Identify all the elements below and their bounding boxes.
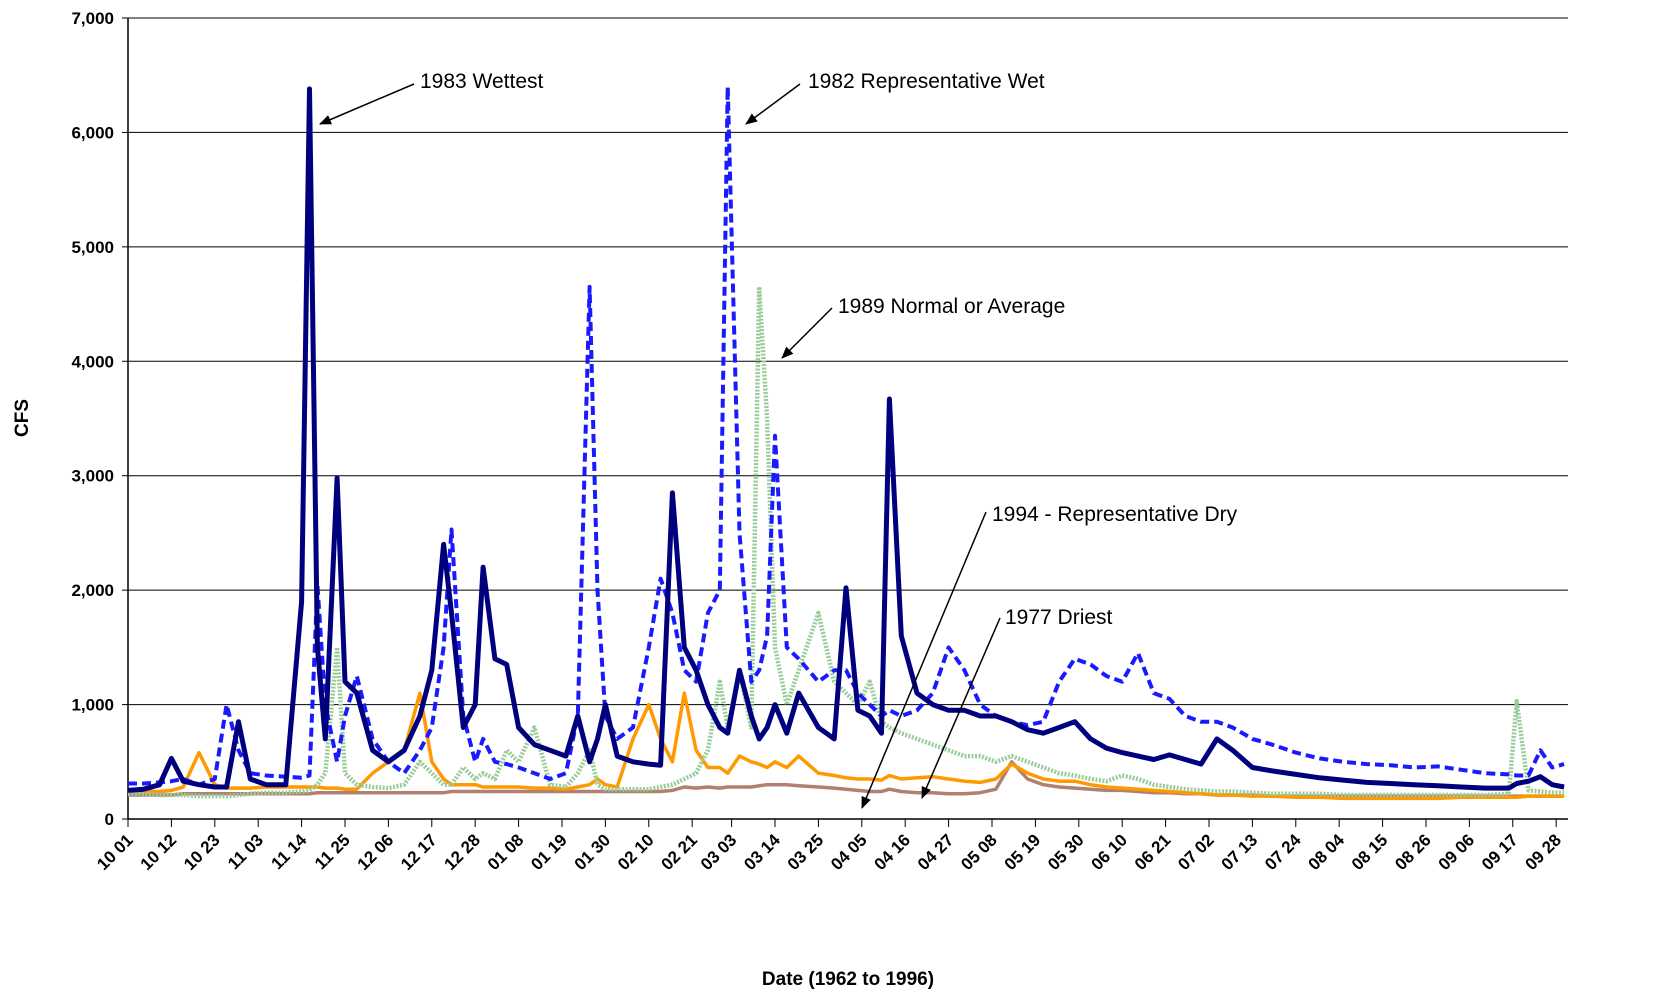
x-tick-label: 10 23 bbox=[180, 830, 224, 874]
x-tick-label: 09 28 bbox=[1521, 830, 1565, 874]
series-line bbox=[127, 86, 1565, 793]
y-axis-title: CFS bbox=[12, 399, 33, 437]
y-tick-label: 1,000 bbox=[71, 696, 114, 715]
x-tick-label: 01 30 bbox=[571, 830, 615, 874]
y-tick-label: 5,000 bbox=[71, 238, 114, 257]
x-axis-title: Date (1962 to 1996) bbox=[762, 969, 934, 990]
y-tick-label: 4,000 bbox=[71, 352, 114, 371]
annotation-arrow bbox=[781, 307, 833, 359]
x-tick-label: 05 08 bbox=[957, 830, 1001, 874]
annotation-arrow bbox=[745, 83, 801, 125]
annotation: 1983 Wettest bbox=[420, 70, 544, 93]
x-tick-label: 02 10 bbox=[614, 830, 658, 874]
x-tick-label: 05 19 bbox=[1001, 830, 1045, 874]
x-tick-label: 03 25 bbox=[784, 830, 828, 874]
annotation: 1994 - Representative Dry bbox=[992, 503, 1238, 526]
y-tick-label: 3,000 bbox=[71, 467, 114, 486]
x-tick-label: 06 10 bbox=[1088, 830, 1132, 874]
annotation-arrow bbox=[319, 83, 415, 125]
x-tick-label: 04 27 bbox=[914, 830, 958, 874]
x-tick-label: 07 13 bbox=[1218, 830, 1262, 874]
x-tick-label: 10 01 bbox=[93, 830, 137, 874]
x-tick-label: 07 24 bbox=[1261, 830, 1305, 874]
x-tick-label: 07 02 bbox=[1174, 830, 1218, 874]
x-tick-label: 03 14 bbox=[740, 830, 784, 874]
x-tick-label: 11 14 bbox=[268, 830, 311, 873]
x-tick-label: 05 30 bbox=[1044, 830, 1088, 874]
series-line bbox=[128, 284, 1565, 799]
x-tick-label: 09 06 bbox=[1435, 830, 1479, 874]
annotation: 1982 Representative Wet bbox=[808, 70, 1045, 93]
series-line bbox=[128, 84, 1565, 787]
x-tick-label: 08 26 bbox=[1391, 830, 1435, 874]
x-tick-label: 01 19 bbox=[527, 830, 571, 874]
annotation: 1989 Normal or Average bbox=[838, 295, 1065, 318]
x-tick-label: 10 12 bbox=[137, 830, 181, 874]
annotation: 1977 Driest bbox=[1005, 606, 1113, 629]
annotation-arrow bbox=[861, 511, 987, 809]
annotation-arrow bbox=[921, 617, 1001, 799]
y-tick-label: 6,000 bbox=[71, 123, 114, 142]
x-tick-label: 12 06 bbox=[354, 830, 398, 874]
y-tick-label: 2,000 bbox=[71, 581, 114, 600]
x-tick-label: 11 03 bbox=[224, 830, 267, 873]
x-tick-label: 06 21 bbox=[1131, 830, 1175, 874]
x-tick-label: 08 15 bbox=[1348, 830, 1392, 874]
x-tick-label: 01 08 bbox=[484, 830, 528, 874]
x-tick-label: 04 16 bbox=[871, 830, 915, 874]
series-line bbox=[128, 691, 1565, 801]
x-tick-label: 12 17 bbox=[397, 830, 441, 874]
x-tick-label: 04 05 bbox=[827, 830, 871, 874]
x-tick-label: 02 21 bbox=[657, 830, 701, 874]
y-tick-label: 7,000 bbox=[71, 9, 114, 28]
x-tick-label: 03 03 bbox=[697, 830, 741, 874]
y-tick-label: 0 bbox=[105, 810, 114, 829]
x-tick-label: 12 28 bbox=[440, 830, 484, 874]
x-tick-label: 11 25 bbox=[311, 830, 354, 873]
x-tick-label: 08 04 bbox=[1304, 830, 1348, 874]
x-tick-label: 09 17 bbox=[1478, 830, 1522, 874]
